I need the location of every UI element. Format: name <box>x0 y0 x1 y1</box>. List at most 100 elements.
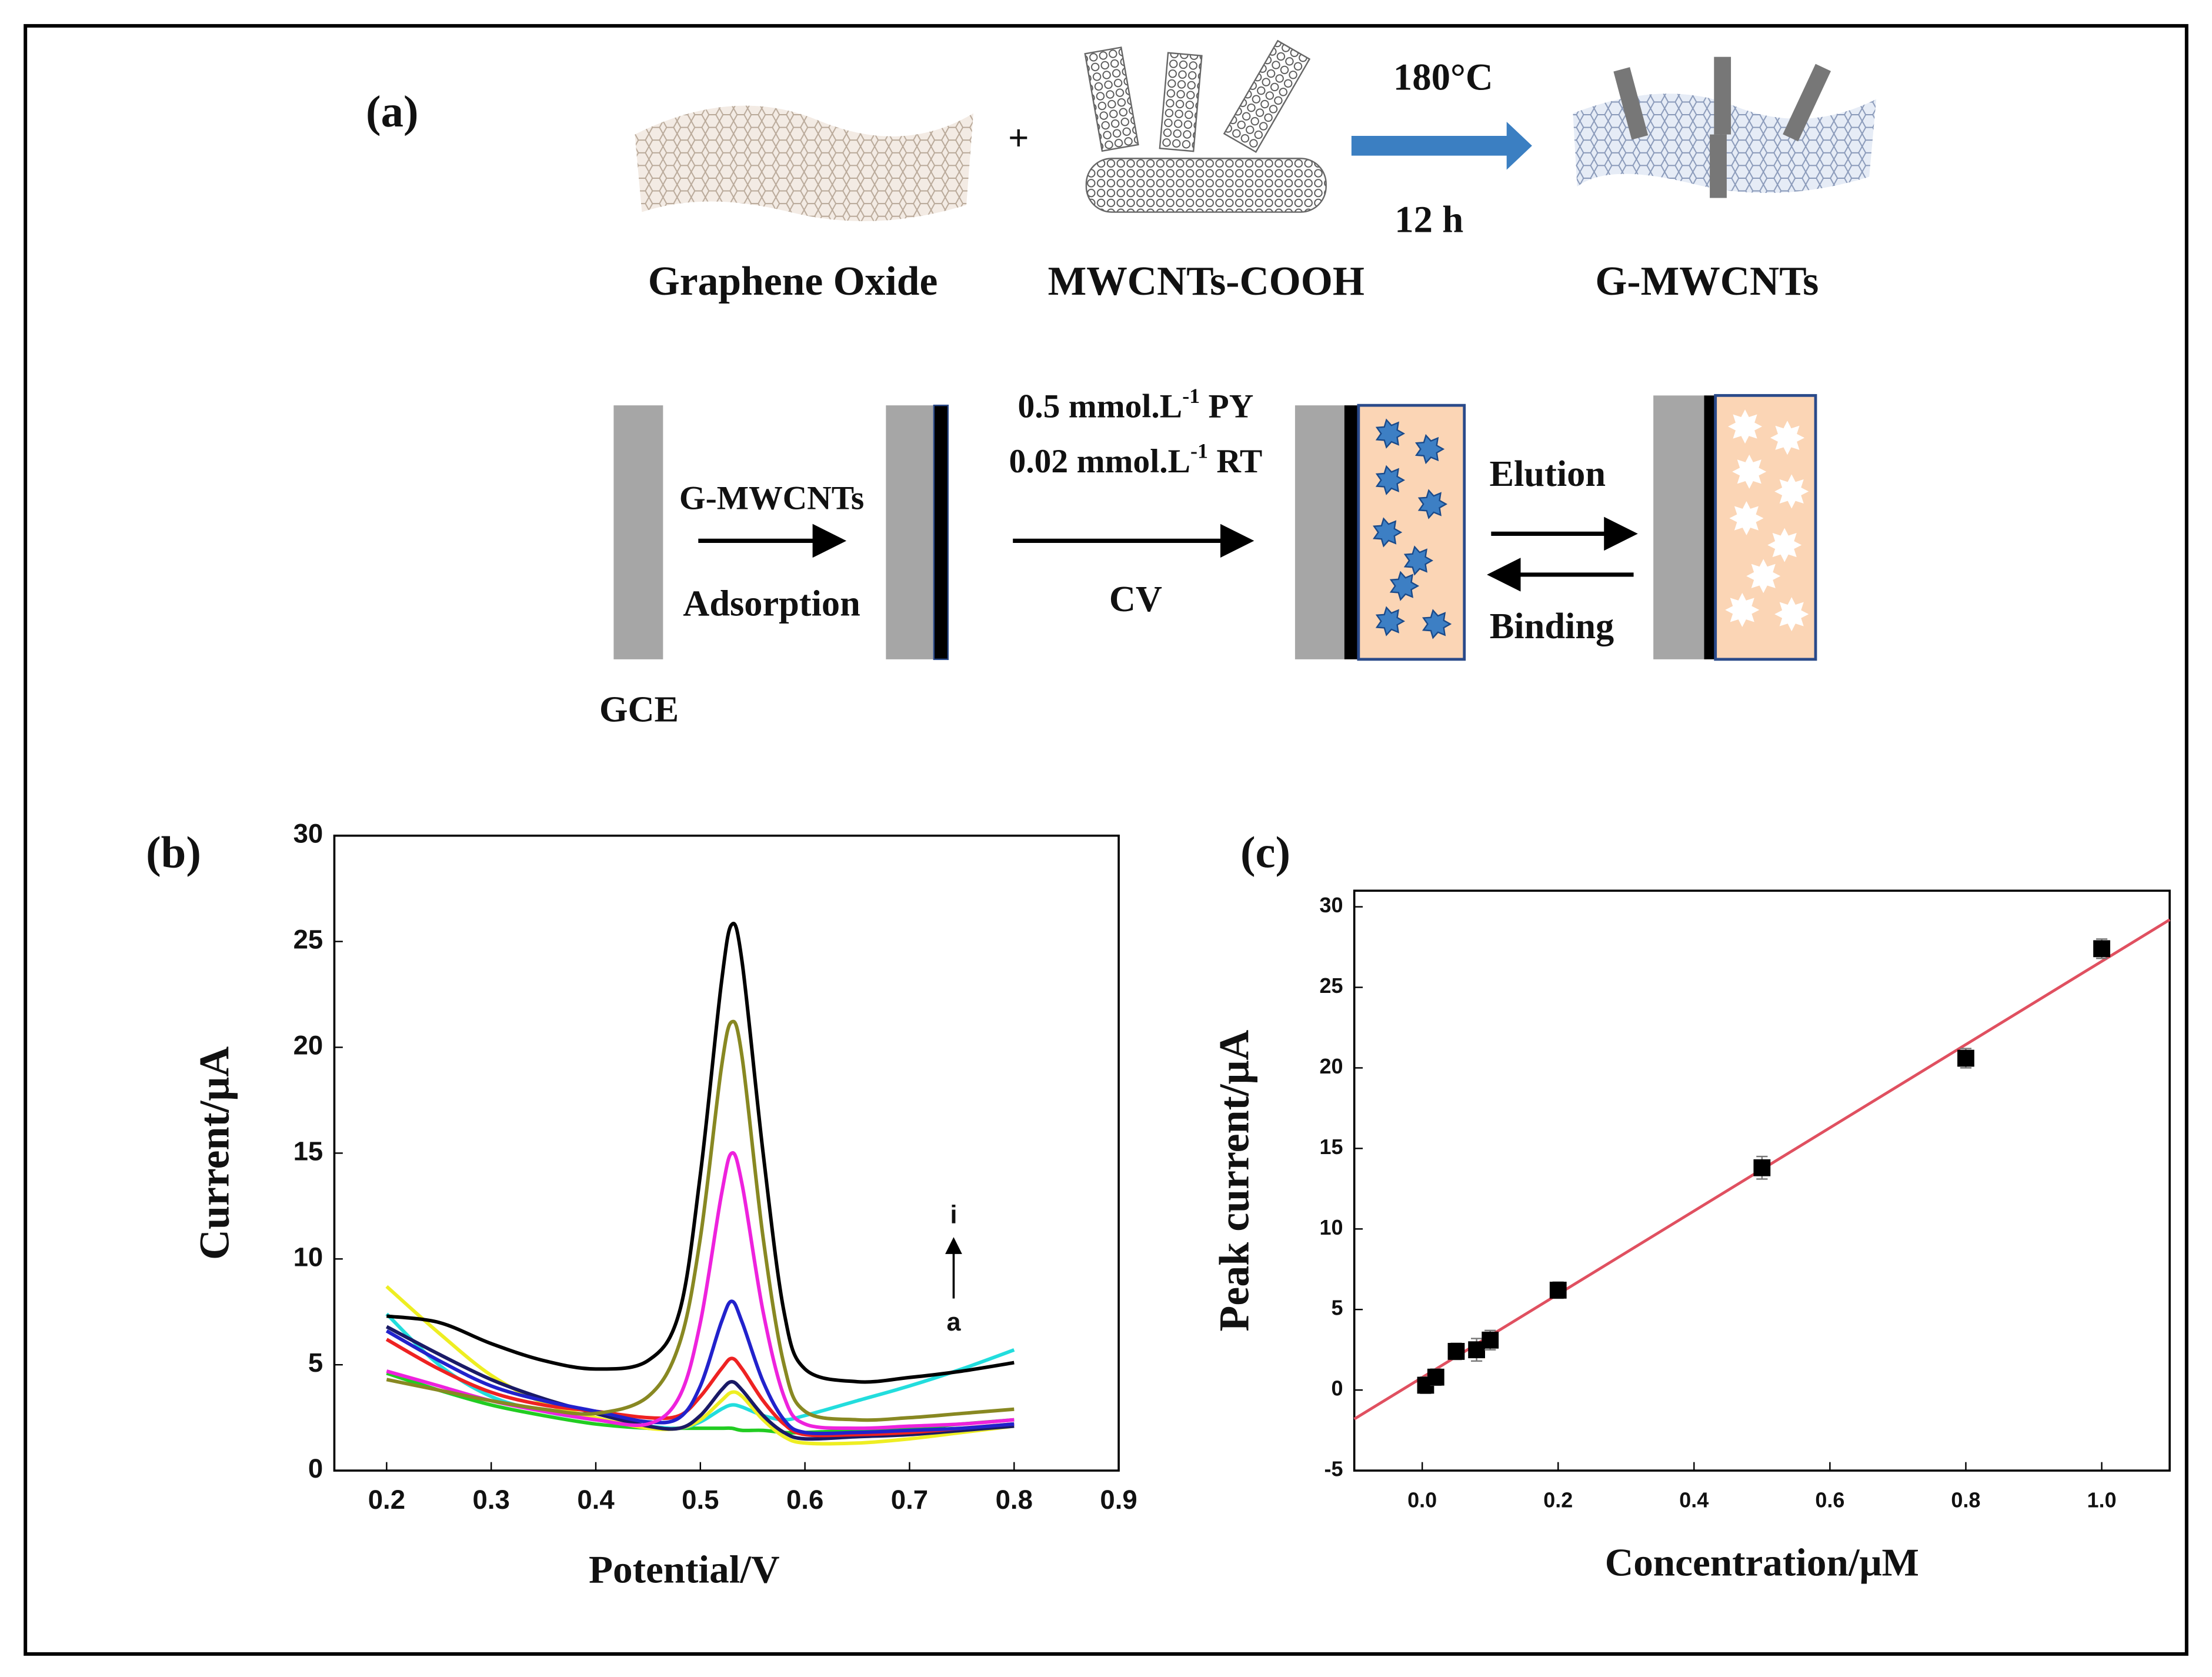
x-tick-label: 0.7 <box>891 1485 928 1515</box>
nanotube <box>1223 39 1311 154</box>
curve <box>385 1325 1015 1441</box>
step-label: Adsorption <box>683 583 860 624</box>
point <box>1549 1281 1567 1299</box>
template-site <box>1422 609 1452 639</box>
x-tick-label: 1.0 <box>2087 1488 2117 1512</box>
x-tick-label: 0.8 <box>996 1485 1033 1515</box>
y-tick-label: 30 <box>293 819 323 849</box>
point <box>1753 1159 1771 1176</box>
template-site <box>1375 465 1406 495</box>
text: PY <box>1200 388 1253 425</box>
step-label: 0.5 mmol.L-1 PY <box>1017 384 1253 425</box>
electrode-label: GCE <box>599 689 679 729</box>
electrode <box>886 405 937 659</box>
y-tick-label: 30 <box>1319 893 1343 917</box>
curve <box>386 1019 1015 1422</box>
y-tick-label: 10 <box>293 1242 323 1272</box>
template-site <box>1389 571 1420 601</box>
template-site <box>1732 454 1767 489</box>
reaction-arrow <box>1351 122 1532 170</box>
y-tick-label: 25 <box>293 925 323 955</box>
template-site <box>1725 592 1760 627</box>
step-label: Binding <box>1490 606 1614 646</box>
film <box>1704 395 1716 659</box>
y-axis-label: Current/μA <box>191 1046 238 1260</box>
y-tick-label: 5 <box>308 1348 323 1378</box>
material: G-MWCNTs <box>1595 259 1819 304</box>
frame <box>24 24 2188 1656</box>
point <box>1427 1368 1444 1386</box>
y-tick-label: 0 <box>308 1453 323 1483</box>
template-site <box>1746 559 1781 594</box>
curve <box>385 1299 1015 1436</box>
step-label: 0.02 mmol.L-1 RT <box>1009 439 1262 480</box>
electrode <box>1653 395 1707 659</box>
template-site <box>1373 517 1403 548</box>
nanotube <box>1710 134 1727 198</box>
panel-label: (b) <box>146 827 201 877</box>
x-tick-label: 0.2 <box>1543 1488 1573 1512</box>
x-axis-label: Potential/V <box>589 1548 780 1592</box>
condition: 12 h <box>1394 199 1463 241</box>
electrode <box>1294 405 1346 659</box>
x-tick-label: 0.8 <box>1951 1488 1980 1512</box>
x-tick-label: 0.2 <box>368 1485 405 1515</box>
plus: + <box>1008 118 1029 158</box>
x-tick-label: 0.4 <box>1679 1488 1709 1512</box>
curve <box>385 1285 1015 1446</box>
nanotube <box>1159 52 1203 152</box>
nanotube <box>1613 67 1649 140</box>
nanotube <box>1084 46 1139 152</box>
nanotube <box>1714 56 1731 135</box>
y-tick-label: -5 <box>1324 1457 1343 1481</box>
template-site <box>1403 545 1434 576</box>
template-site <box>1770 421 1805 455</box>
template-site <box>1774 474 1809 509</box>
scheme <box>613 39 1877 661</box>
superscript: -1 <box>1190 439 1208 463</box>
panel-label: (a) <box>366 86 419 136</box>
plot-frame <box>1353 889 2171 1472</box>
graphene-pattern <box>635 105 974 221</box>
point <box>1482 1331 1499 1349</box>
point <box>1447 1343 1465 1360</box>
nanotube <box>1783 64 1831 142</box>
y-tick-label: 20 <box>1319 1054 1343 1078</box>
y-tick-label: 0 <box>1331 1376 1343 1401</box>
y-axis-label: Peak current/μA <box>1210 1030 1257 1332</box>
template-site <box>1375 606 1406 636</box>
text: RT <box>1208 443 1262 480</box>
curve <box>386 922 1015 1384</box>
x-tick-label: 0.6 <box>1815 1488 1844 1512</box>
film <box>1344 405 1359 659</box>
template-site <box>1729 501 1764 536</box>
annotation: i <box>950 1201 957 1229</box>
material: Graphene Oxide <box>648 259 938 304</box>
nanotube <box>1085 158 1327 213</box>
step-label: Elution <box>1489 454 1606 494</box>
x-tick-label: 0.9 <box>1100 1485 1137 1515</box>
template-site <box>1415 434 1445 465</box>
y-tick-label: 5 <box>1331 1296 1343 1320</box>
x-tick-label: 0.5 <box>682 1485 719 1515</box>
curve <box>385 1338 1015 1438</box>
y-tick-label: 25 <box>1319 973 1343 998</box>
material: MWCNTs-COOH <box>1048 259 1364 304</box>
curve <box>385 1312 1015 1431</box>
point <box>1957 1049 1974 1067</box>
x-tick-label: 0.4 <box>577 1485 615 1515</box>
point <box>2093 940 2110 958</box>
curve <box>386 1151 1015 1431</box>
x-tick-label: 0.6 <box>786 1485 823 1515</box>
x-tick-label: 0.3 <box>473 1485 510 1515</box>
x-tick-label: 0.0 <box>1407 1488 1437 1512</box>
y-tick-label: 20 <box>293 1031 323 1061</box>
text: 0.5 mmol.L <box>1017 388 1182 425</box>
template-site <box>1767 528 1802 562</box>
annotation: a <box>946 1308 961 1336</box>
y-tick-label: 15 <box>293 1136 323 1166</box>
text: 0.02 mmol.L <box>1009 443 1190 480</box>
film <box>933 404 949 661</box>
condition: 180°C <box>1393 56 1493 98</box>
